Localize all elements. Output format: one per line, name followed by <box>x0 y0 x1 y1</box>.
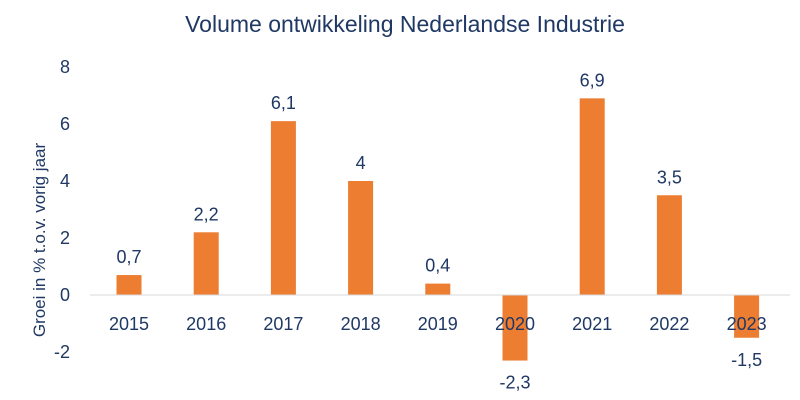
y-tick-label: 4 <box>60 171 70 191</box>
data-labels: 0,7 2,2 6,1 4 0,4 -2,3 6,9 3,5 -1,5 <box>116 70 762 392</box>
data-label: -1,5 <box>731 350 762 370</box>
bar-2017 <box>270 121 296 296</box>
y-tick-label: 2 <box>60 228 70 248</box>
y-tick-label: 8 <box>60 57 70 77</box>
data-label: 0,4 <box>425 256 450 276</box>
data-label: -2,3 <box>499 373 530 393</box>
x-tick-label: 2019 <box>418 314 458 334</box>
y-axis-label: Groei in % t.o.v. vorig jaar <box>30 143 49 338</box>
bar-2015 <box>116 275 142 295</box>
bar-2023 <box>734 295 760 338</box>
x-tick-label: 2016 <box>186 314 226 334</box>
bars <box>116 98 760 361</box>
x-tick-label: 2018 <box>341 314 381 334</box>
bar-2022 <box>656 195 682 295</box>
bar-2021 <box>579 98 605 295</box>
x-tick-label: 2017 <box>263 314 303 334</box>
x-tick-label: 2023 <box>727 314 767 334</box>
x-tick-label: 2022 <box>649 314 689 334</box>
x-tick-label: 2021 <box>572 314 612 334</box>
data-label: 6,1 <box>271 93 296 113</box>
chart-title: Volume ontwikkeling Nederlandse Industri… <box>185 11 625 37</box>
y-tick-label: -2 <box>54 342 70 362</box>
data-label: 6,9 <box>580 70 605 90</box>
data-label: 2,2 <box>194 204 219 224</box>
y-tick-label: 6 <box>60 114 70 134</box>
bar-2019 <box>425 283 451 295</box>
data-label: 4 <box>356 153 366 173</box>
data-label: 3,5 <box>657 167 682 187</box>
bar-2020 <box>502 295 528 361</box>
x-tick-label: 2020 <box>495 314 535 334</box>
y-tick-label: 0 <box>60 285 70 305</box>
data-label: 0,7 <box>116 247 141 267</box>
x-tick-label: 2015 <box>109 314 149 334</box>
bar-2018 <box>348 181 374 295</box>
bar-2016 <box>193 232 219 295</box>
x-axis-categories: 2015 2016 2017 2018 2019 2020 2021 2022 2023 <box>109 314 767 334</box>
